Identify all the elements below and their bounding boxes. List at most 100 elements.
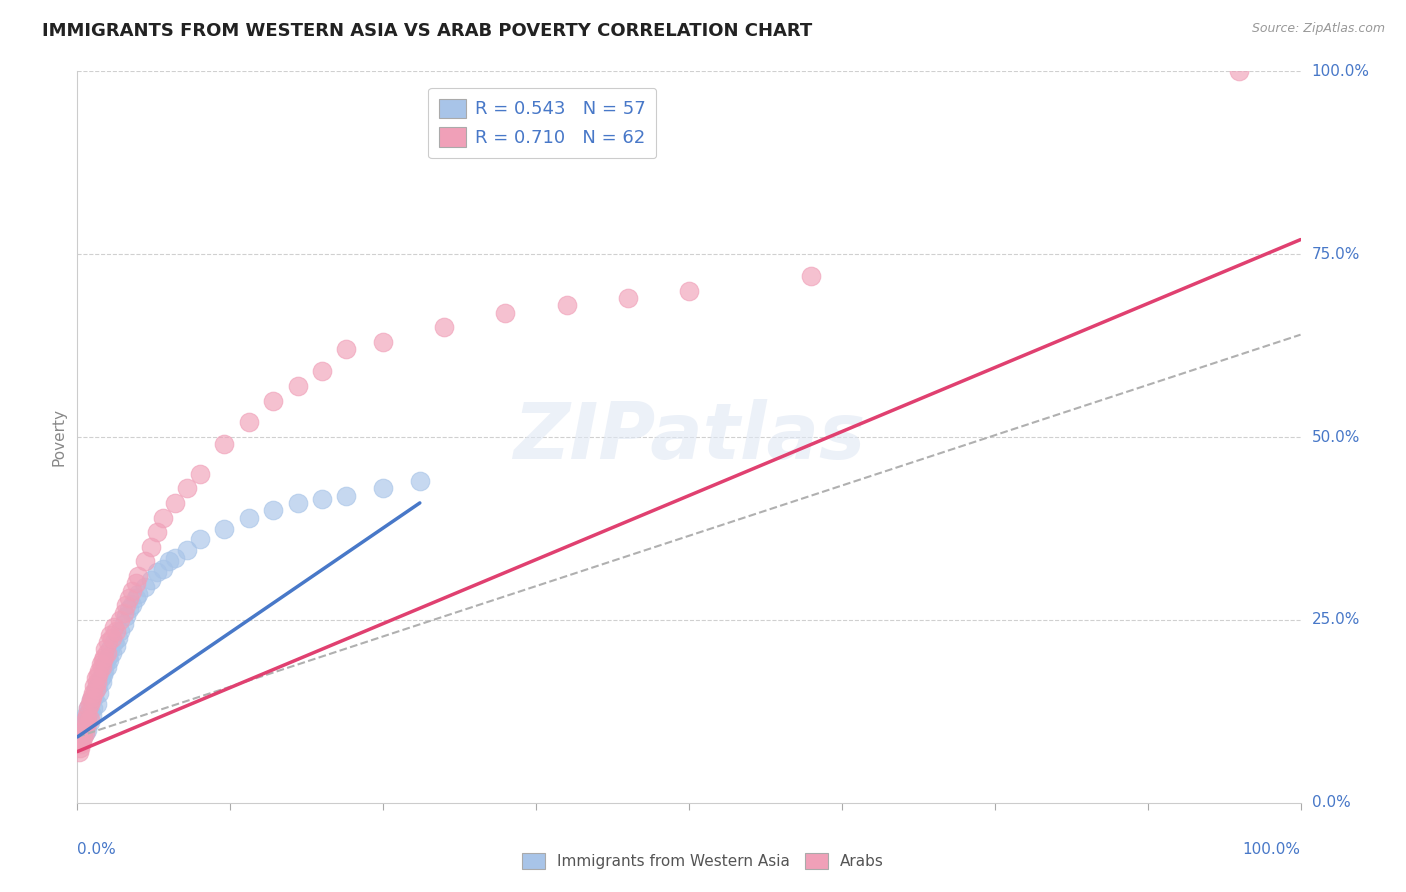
Point: [555, 298, 578, 312]
Point: [73, 726, 96, 740]
Point: [1229, 64, 1251, 78]
Point: [83, 679, 105, 693]
Point: [100, 632, 122, 646]
Text: IMMIGRANTS FROM WESTERN ASIA VS ARAB POVERTY CORRELATION CHART: IMMIGRANTS FROM WESTERN ASIA VS ARAB POV…: [42, 22, 813, 40]
Point: [335, 343, 357, 357]
Point: [79, 715, 101, 730]
Point: [127, 587, 149, 601]
Point: [262, 503, 284, 517]
Point: [84, 672, 107, 686]
Legend: R = 0.543   N = 57, R = 0.710   N = 62: R = 0.543 N = 57, R = 0.710 N = 62: [427, 87, 657, 158]
Point: [90, 657, 112, 671]
Y-axis label: Poverty: Poverty: [52, 408, 67, 467]
Point: [70, 737, 93, 751]
Text: 100.0%: 100.0%: [1243, 842, 1301, 856]
Point: [84, 682, 107, 697]
Point: [80, 693, 103, 707]
Point: [94, 657, 117, 671]
Point: [112, 606, 135, 620]
Point: [76, 715, 98, 730]
Point: [495, 306, 517, 320]
Point: [165, 496, 187, 510]
Point: [371, 481, 394, 495]
Text: 0.0%: 0.0%: [77, 842, 117, 856]
Text: ZIPatlas: ZIPatlas: [513, 399, 865, 475]
Point: [108, 624, 131, 638]
Point: [212, 521, 235, 535]
Point: [72, 729, 94, 743]
Point: [77, 700, 100, 714]
Point: [94, 642, 117, 657]
Point: [76, 708, 98, 723]
Point: [176, 481, 198, 495]
Point: [238, 510, 260, 524]
Point: [87, 679, 110, 693]
Point: [86, 675, 108, 690]
Point: [152, 510, 174, 524]
Point: [139, 573, 162, 587]
Point: [335, 489, 357, 503]
Point: [125, 576, 148, 591]
Point: [79, 712, 101, 726]
Point: [76, 712, 98, 726]
Point: [100, 646, 122, 660]
Point: [98, 642, 121, 657]
Point: [152, 562, 174, 576]
Point: [83, 690, 105, 704]
Point: [73, 719, 96, 733]
Point: [70, 733, 93, 747]
Point: [134, 580, 156, 594]
Point: [70, 730, 93, 744]
Point: [72, 723, 94, 737]
Point: [678, 284, 700, 298]
Point: [91, 653, 114, 667]
Point: [800, 269, 823, 284]
Point: [89, 664, 111, 678]
Text: 75.0%: 75.0%: [1312, 247, 1360, 261]
Point: [238, 416, 260, 430]
Point: [157, 554, 180, 568]
Point: [80, 708, 103, 723]
Point: [86, 697, 108, 711]
Text: 100.0%: 100.0%: [1312, 64, 1369, 78]
Point: [70, 723, 93, 737]
Point: [82, 686, 104, 700]
Point: [73, 726, 96, 740]
Point: [176, 543, 198, 558]
Point: [115, 599, 138, 613]
Point: [134, 554, 156, 568]
Point: [115, 609, 138, 624]
Point: [87, 667, 110, 681]
Point: [146, 566, 169, 580]
Point: [75, 712, 97, 726]
Point: [97, 635, 120, 649]
Point: [371, 334, 394, 349]
Point: [69, 740, 91, 755]
Point: [72, 730, 94, 744]
Point: [76, 723, 98, 737]
Legend: Immigrants from Western Asia, Arabs: Immigrants from Western Asia, Arabs: [516, 847, 890, 875]
Point: [311, 492, 333, 507]
Point: [146, 525, 169, 540]
Point: [121, 599, 143, 613]
Point: [82, 700, 104, 714]
Point: [112, 616, 135, 631]
Point: [93, 664, 115, 678]
Point: [188, 467, 211, 481]
Point: [105, 624, 128, 638]
Point: [409, 474, 432, 488]
Point: [617, 291, 640, 305]
Point: [96, 660, 118, 674]
Point: [188, 533, 211, 547]
Point: [67, 745, 90, 759]
Point: [118, 602, 141, 616]
Point: [212, 437, 235, 451]
Point: [79, 705, 101, 719]
Point: [90, 660, 112, 674]
Point: [125, 591, 148, 605]
Point: [121, 583, 143, 598]
Point: [75, 719, 97, 733]
Point: [90, 672, 112, 686]
Point: [262, 393, 284, 408]
Point: [165, 550, 187, 565]
